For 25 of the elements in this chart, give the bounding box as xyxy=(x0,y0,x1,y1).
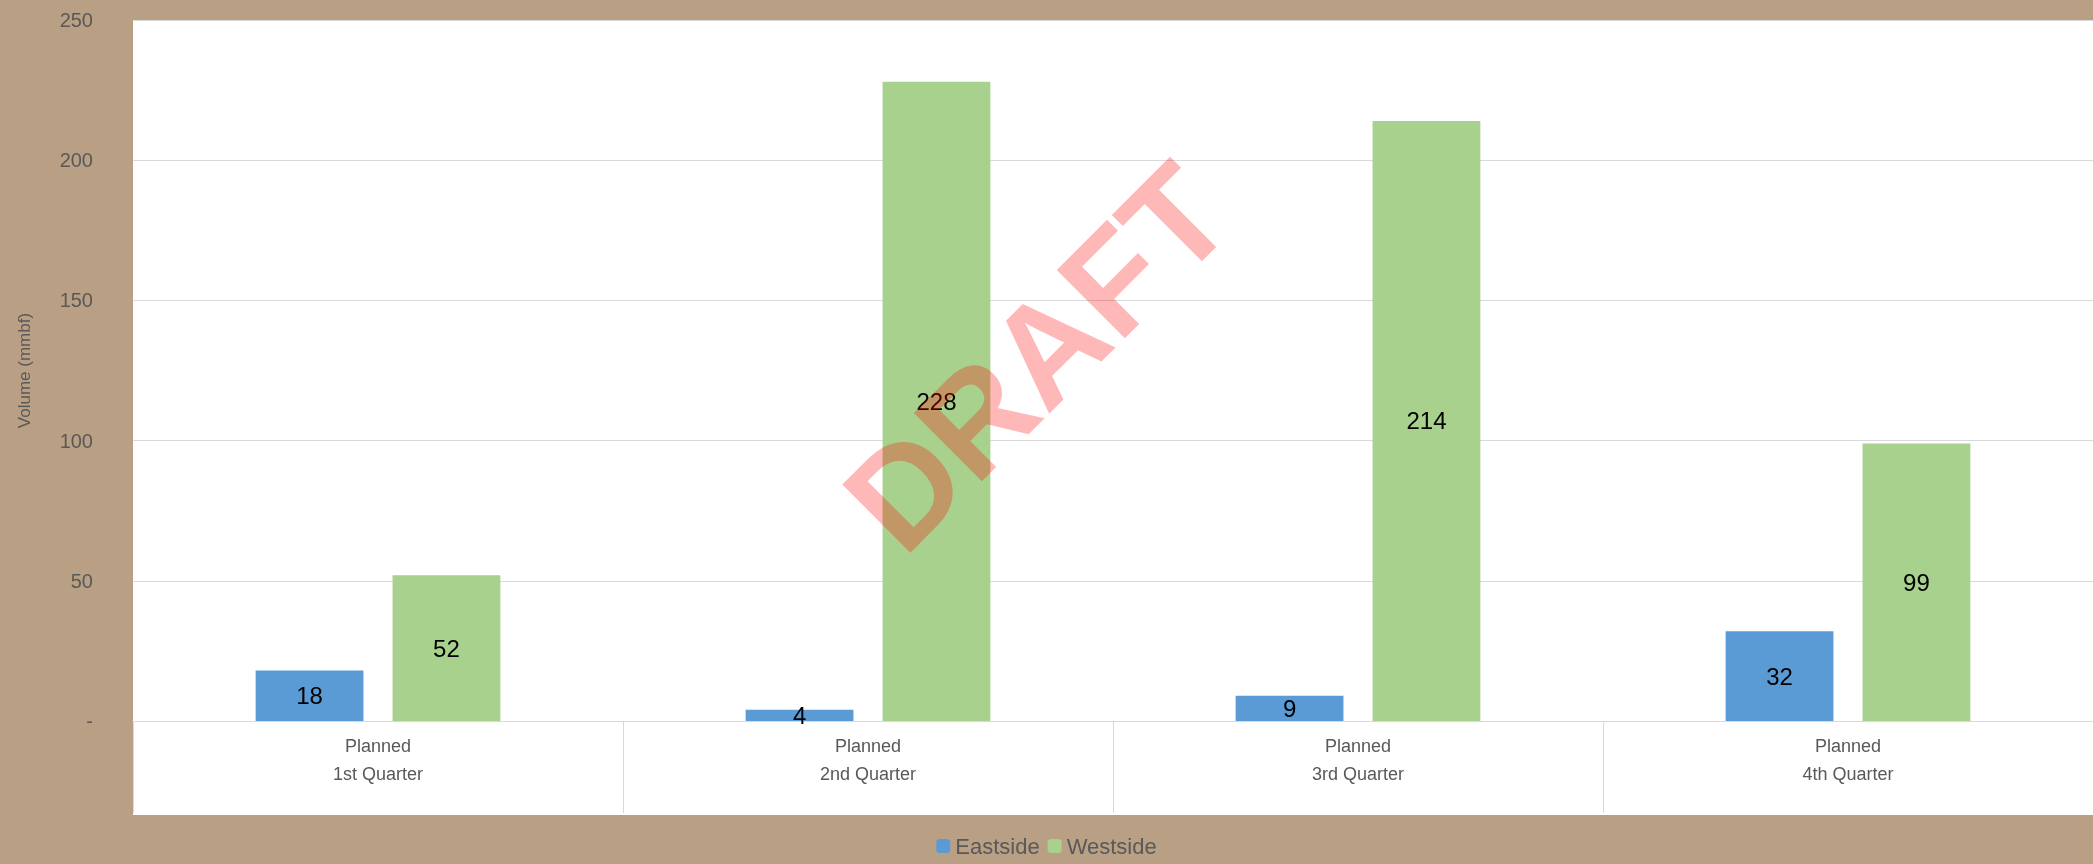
legend-label: Westside xyxy=(1066,833,1157,859)
data-label: 32 xyxy=(1766,662,1793,690)
data-label: 18 xyxy=(296,682,323,710)
y-tick-label: 150 xyxy=(59,289,93,312)
x-tick-label: Planned 4th Quarter xyxy=(1802,736,1894,784)
data-label: 52 xyxy=(433,634,460,662)
y-tick-label: 200 xyxy=(59,149,93,172)
bar xyxy=(392,575,501,721)
data-label: 214 xyxy=(1406,407,1447,435)
y-axis-title: Volume (mmbf) xyxy=(15,312,34,429)
bar xyxy=(1725,631,1834,721)
bar xyxy=(1862,443,1971,721)
x-tick-label: Planned 2nd Quarter xyxy=(819,736,917,784)
data-label: 99 xyxy=(1903,568,1930,596)
x-tick-label: Planned 1st Quarter xyxy=(332,736,424,784)
y-tick-label: - xyxy=(86,710,93,732)
y-tick-label: 100 xyxy=(59,429,93,452)
data-label: 9 xyxy=(1282,694,1297,722)
bar xyxy=(255,670,364,721)
bar xyxy=(1372,120,1481,721)
legend-label: Eastside xyxy=(955,833,1040,859)
x-tick-label: Planned 3rd Quarter xyxy=(1311,736,1405,784)
y-tick-label: 50 xyxy=(70,569,93,592)
bar xyxy=(1235,695,1344,721)
y-tick-label: 250 xyxy=(59,9,93,31)
